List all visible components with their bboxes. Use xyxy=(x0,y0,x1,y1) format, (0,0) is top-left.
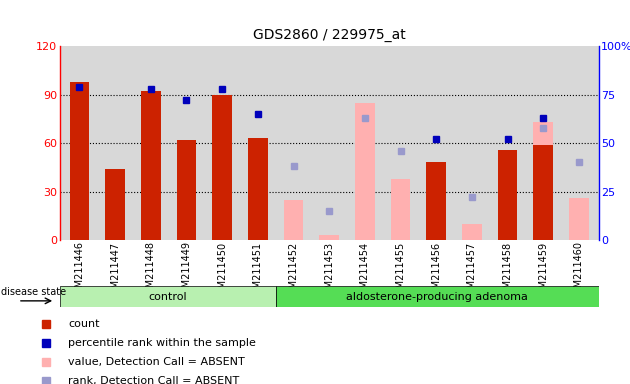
Bar xyxy=(462,224,482,240)
Text: control: control xyxy=(149,291,187,302)
Bar xyxy=(355,103,375,240)
Text: rank, Detection Call = ABSENT: rank, Detection Call = ABSENT xyxy=(69,376,239,384)
Title: GDS2860 / 229975_at: GDS2860 / 229975_at xyxy=(253,28,406,42)
Bar xyxy=(569,198,588,240)
Bar xyxy=(498,149,517,240)
Text: count: count xyxy=(69,319,100,329)
Bar xyxy=(534,122,553,240)
Bar xyxy=(391,179,410,240)
Bar xyxy=(534,145,553,240)
Text: percentile rank within the sample: percentile rank within the sample xyxy=(69,338,256,348)
Bar xyxy=(176,140,197,240)
Bar xyxy=(427,162,446,240)
Bar xyxy=(105,169,125,240)
Bar xyxy=(248,138,268,240)
Bar xyxy=(319,235,339,240)
Text: aldosterone-producing adenoma: aldosterone-producing adenoma xyxy=(346,291,528,302)
FancyBboxPatch shape xyxy=(276,286,598,307)
FancyBboxPatch shape xyxy=(60,286,276,307)
Bar xyxy=(70,82,89,240)
Text: disease state: disease state xyxy=(1,287,66,298)
Bar xyxy=(212,94,232,240)
Bar xyxy=(284,200,303,240)
Bar xyxy=(141,91,161,240)
Text: value, Detection Call = ABSENT: value, Detection Call = ABSENT xyxy=(69,357,245,367)
